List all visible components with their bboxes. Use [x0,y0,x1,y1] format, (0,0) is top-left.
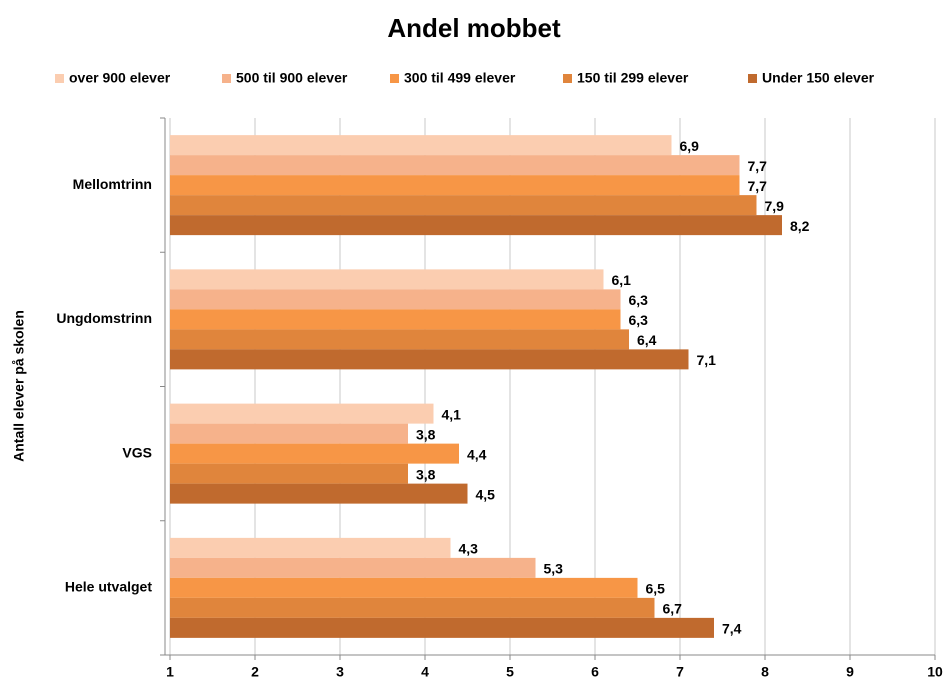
x-tick-label: 2 [251,664,259,678]
x-tick-label: 1 [166,664,174,678]
bar [170,329,629,350]
value-label: 6,3 [629,292,649,308]
legend-label: 500 til 900 elever [236,70,348,86]
legend-label: 150 til 299 elever [577,70,689,86]
x-tick-label: 4 [421,664,429,678]
value-label: 4,3 [459,541,479,557]
bar [170,403,434,424]
bar [170,309,621,330]
value-label: 6,3 [629,312,649,328]
legend-swatch [563,74,572,83]
value-label: 3,8 [416,466,436,482]
value-label: 7,7 [748,158,768,174]
category-label: Hele utvalget [65,579,152,595]
value-label: 6,7 [663,601,683,617]
value-label: 6,5 [646,581,666,597]
bar [170,195,757,216]
value-label: 6,9 [680,138,700,154]
value-label: 4,4 [467,446,487,462]
bar [170,443,459,464]
x-tick-label: 10 [927,664,943,678]
bar [170,175,740,196]
category-label: Ungdomstrinn [56,310,152,326]
category-label: Mellomtrinn [73,176,152,192]
x-tick-label: 3 [336,664,344,678]
value-label: 6,4 [637,332,657,348]
bar [170,215,782,236]
legend-label: 300 til 499 elever [404,70,516,86]
value-label: 7,4 [722,621,742,637]
value-label: 7,1 [697,352,717,368]
legend-swatch [748,74,757,83]
bar [170,463,408,484]
legend-label: over 900 elever [69,70,171,86]
bar [170,617,714,638]
bar [170,269,604,290]
value-label: 3,8 [416,426,436,442]
bar [170,577,638,598]
value-label: 4,5 [476,486,496,502]
x-tick-label: 6 [591,664,599,678]
value-label: 4,1 [442,406,462,422]
x-tick-label: 5 [506,664,514,678]
legend-swatch [55,74,64,83]
bar [170,349,689,370]
value-label: 6,1 [612,272,632,288]
category-label: VGS [122,444,152,460]
value-label: 7,7 [748,178,768,194]
y-axis-label: Antall elever på skolen [11,310,27,462]
value-label: 5,3 [544,561,564,577]
bar [170,135,672,156]
value-label: 8,2 [790,218,810,234]
legend-swatch [390,74,399,83]
bar [170,557,536,578]
chart-title: Andel mobbet [387,13,561,43]
legend-swatch [222,74,231,83]
bar [170,155,740,176]
bar [170,537,451,558]
bar [170,597,655,618]
bar [170,423,408,444]
bar [170,483,468,504]
x-tick-label: 8 [761,664,769,678]
x-tick-label: 9 [846,664,854,678]
value-label: 7,9 [765,198,785,214]
bar [170,289,621,310]
legend-label: Under 150 elever [762,70,875,86]
x-tick-label: 7 [676,664,684,678]
